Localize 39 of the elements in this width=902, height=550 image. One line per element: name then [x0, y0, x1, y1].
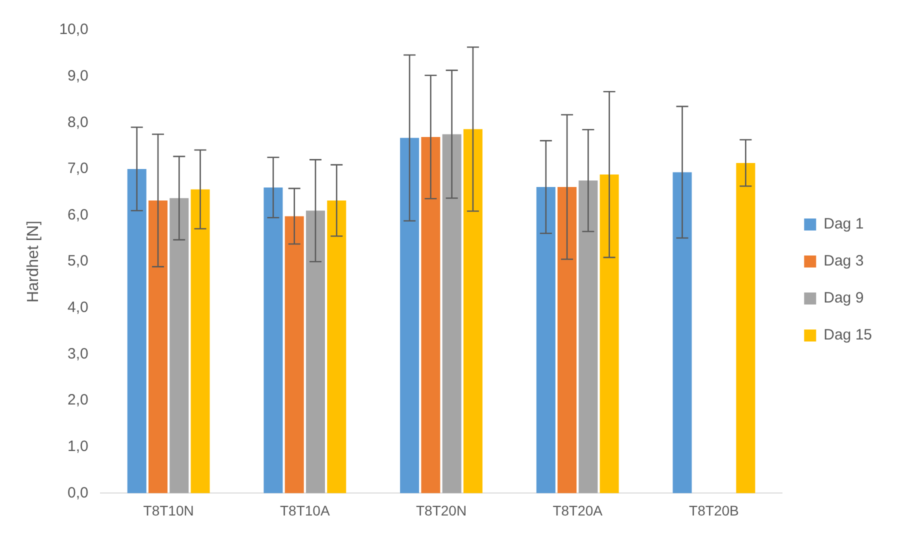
x-tick-label: T8T10N — [143, 502, 194, 518]
bar — [578, 180, 598, 494]
y-tick-label: 9,0 — [68, 67, 88, 84]
y-tick-label: 7,0 — [68, 160, 88, 178]
legend-label: Dag 1 — [824, 216, 864, 233]
bar — [442, 134, 462, 494]
y-tick-label: 8,0 — [68, 114, 88, 131]
x-tick-label: T8T20B — [689, 502, 739, 518]
bar — [170, 198, 189, 494]
bar — [463, 129, 482, 494]
y-tick-label: 2,0 — [68, 392, 88, 409]
x-tick-label: T8T10A — [280, 502, 330, 518]
bar — [327, 200, 346, 494]
bar — [148, 200, 168, 494]
legend-label: Dag 9 — [824, 290, 864, 307]
y-tick-label: 0,0 — [68, 484, 88, 502]
bar — [284, 216, 304, 494]
y-tick-label: 10,0 — [59, 21, 88, 38]
bar — [190, 189, 210, 494]
bar — [600, 174, 619, 494]
y-tick-label: 3,0 — [68, 345, 88, 362]
x-tick-label: T8T20A — [552, 502, 604, 518]
legend-label: Dag 3 — [824, 252, 864, 270]
y-tick-label: 1,0 — [68, 438, 88, 456]
y-tick-label: 6,0 — [68, 206, 88, 224]
y-tick-label: 5,0 — [68, 252, 88, 270]
bar — [306, 210, 325, 494]
bar — [264, 187, 283, 494]
y-axis-title: Hardhet [N] — [25, 220, 42, 303]
bar — [558, 187, 577, 494]
bar — [736, 162, 756, 494]
bar — [400, 138, 420, 494]
x-tick-label: T8T20N — [416, 502, 467, 518]
y-tick-label: 4,0 — [68, 299, 88, 316]
bar — [421, 137, 440, 494]
bar — [672, 172, 692, 494]
bar — [536, 187, 556, 494]
bar — [127, 168, 146, 494]
legend-label: Dag 15 — [824, 326, 872, 344]
